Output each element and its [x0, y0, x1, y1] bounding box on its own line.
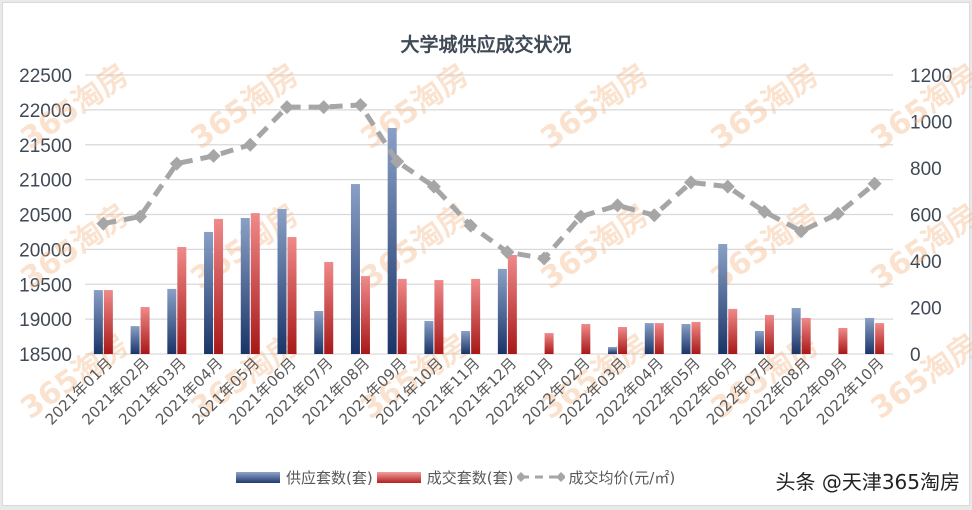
price-marker-diamond-icon[interactable]	[720, 179, 735, 194]
deal-bar[interactable]	[691, 321, 701, 354]
supply-bar[interactable]	[791, 307, 801, 354]
watermark-text: 365淘房	[535, 58, 656, 157]
deal-bar[interactable]	[287, 237, 297, 354]
price-marker-diamond-icon[interactable]	[133, 209, 148, 224]
left-axis-tick: 21500	[19, 136, 72, 157]
deal-bar[interactable]	[471, 278, 481, 354]
deal-bar[interactable]	[507, 254, 517, 354]
right-axis-tick: 200	[910, 299, 942, 320]
left-axis-tick: 19000	[19, 310, 72, 331]
deal-bar[interactable]	[397, 278, 407, 354]
price-line	[102, 102, 877, 261]
right-axis-tick: 1200	[910, 66, 952, 87]
right-axis-tick: 0	[910, 345, 921, 366]
supply-bar[interactable]	[277, 208, 287, 354]
legend-label-deal: 成交套数(套)	[426, 468, 514, 487]
supply-bar[interactable]	[314, 310, 324, 354]
right-axis-tick: 600	[910, 206, 942, 227]
supply-bar[interactable]	[718, 244, 728, 354]
legend-item-deal[interactable]: 成交套数(套)	[376, 467, 514, 488]
watermark-text: 365淘房	[355, 58, 476, 157]
supply-bar[interactable]	[93, 290, 103, 354]
supply-bar[interactable]	[350, 184, 360, 354]
left-axis-tick: 22500	[19, 66, 72, 87]
deal-bar[interactable]	[875, 323, 885, 354]
price-marker-diamond-icon[interactable]	[537, 251, 552, 266]
left-axis-tick: 19500	[19, 275, 72, 296]
deal-bar[interactable]	[250, 213, 260, 354]
deal-bar[interactable]	[324, 261, 334, 354]
price-marker-diamond-icon[interactable]	[426, 179, 441, 194]
supply-bar[interactable]	[387, 128, 397, 354]
price-marker-diamond-icon[interactable]	[794, 224, 809, 239]
price-marker-diamond-icon[interactable]	[463, 218, 478, 233]
left-axis-tick: 18500	[19, 345, 72, 366]
supply-bar[interactable]	[865, 317, 875, 354]
supply-bar[interactable]	[204, 231, 214, 354]
right-axis-tick: 400	[910, 252, 942, 273]
deal-bar[interactable]	[360, 276, 370, 354]
attribution-text: 头条 @天津365淘房	[775, 470, 960, 494]
legend-label-price: 成交均价(元/㎡)	[568, 468, 676, 487]
price-marker-diamond-icon[interactable]	[830, 206, 845, 221]
price-marker-diamond-icon[interactable]	[353, 97, 368, 112]
price-marker-diamond-icon[interactable]	[280, 100, 294, 115]
supply-bar[interactable]	[681, 324, 691, 354]
legend-item-supply[interactable]: 供应套数(套)	[236, 467, 373, 488]
deal-bar[interactable]	[618, 327, 628, 354]
supply-bar[interactable]	[461, 330, 471, 354]
price-marker-diamond-icon[interactable]	[316, 100, 331, 115]
deal-bar[interactable]	[581, 324, 591, 354]
price-marker-diamond-icon[interactable]	[96, 216, 111, 231]
deal-bar[interactable]	[838, 327, 848, 354]
deal-bar[interactable]	[801, 317, 811, 354]
price-marker-diamond-icon[interactable]	[500, 245, 515, 260]
supply-bar[interactable]	[240, 217, 250, 354]
deal-bar[interactable]	[728, 308, 738, 354]
supply-bar[interactable]	[644, 323, 654, 354]
price-marker-diamond-icon[interactable]	[757, 204, 772, 219]
left-axis-tick: 21000	[19, 171, 72, 192]
deal-bar[interactable]	[434, 280, 444, 354]
chart-legend: 供应套数(套) 成交套数(套) 成交均价(元/㎡)	[236, 466, 679, 488]
legend-label-supply: 供应套数(套)	[286, 468, 373, 487]
deal-bar[interactable]	[140, 307, 150, 354]
price-marker-diamond-icon[interactable]	[867, 176, 882, 191]
supply-bar[interactable]	[424, 320, 434, 354]
left-axis-tick: 20500	[19, 206, 72, 227]
price-marker-diamond-icon[interactable]	[243, 137, 258, 152]
price-marker-diamond-icon[interactable]	[573, 209, 588, 224]
left-axis-tick: 20000	[19, 240, 72, 261]
price-marker-diamond-icon[interactable]	[610, 198, 625, 213]
price-marker-diamond-icon[interactable]	[390, 154, 405, 169]
chart-title: 大学城供应成交状况	[400, 34, 572, 56]
price-marker-diamond-icon[interactable]	[206, 148, 221, 163]
supply-bar[interactable]	[754, 330, 764, 354]
legend-item-price[interactable]: 成交均价(元/㎡)	[517, 467, 675, 488]
dashed-diamond-line-icon	[517, 472, 566, 482]
supply-bar[interactable]	[497, 268, 507, 354]
supply-bar[interactable]	[608, 347, 618, 354]
deal-bar[interactable]	[654, 323, 664, 354]
watermark-text: 365淘房	[705, 58, 826, 157]
price-marker-diamond-icon[interactable]	[684, 175, 698, 190]
supply-swatch-icon	[236, 471, 280, 483]
price-marker-diamond-icon[interactable]	[647, 208, 662, 223]
right-axis-tick: 800	[910, 159, 942, 180]
deal-bar[interactable]	[214, 218, 224, 354]
watermark-text: 365淘房	[535, 198, 656, 297]
left-axis-tick: 22000	[19, 101, 72, 122]
deal-swatch-icon	[376, 471, 421, 483]
right-axis-tick: 1000	[910, 113, 952, 134]
deal-bar[interactable]	[544, 333, 554, 354]
supply-bar[interactable]	[167, 288, 177, 354]
price-marker-diamond-icon[interactable]	[169, 156, 184, 171]
deal-bar[interactable]	[764, 314, 774, 354]
supply-bar[interactable]	[130, 326, 140, 354]
deal-bar[interactable]	[103, 290, 113, 354]
deal-bar[interactable]	[177, 247, 187, 354]
